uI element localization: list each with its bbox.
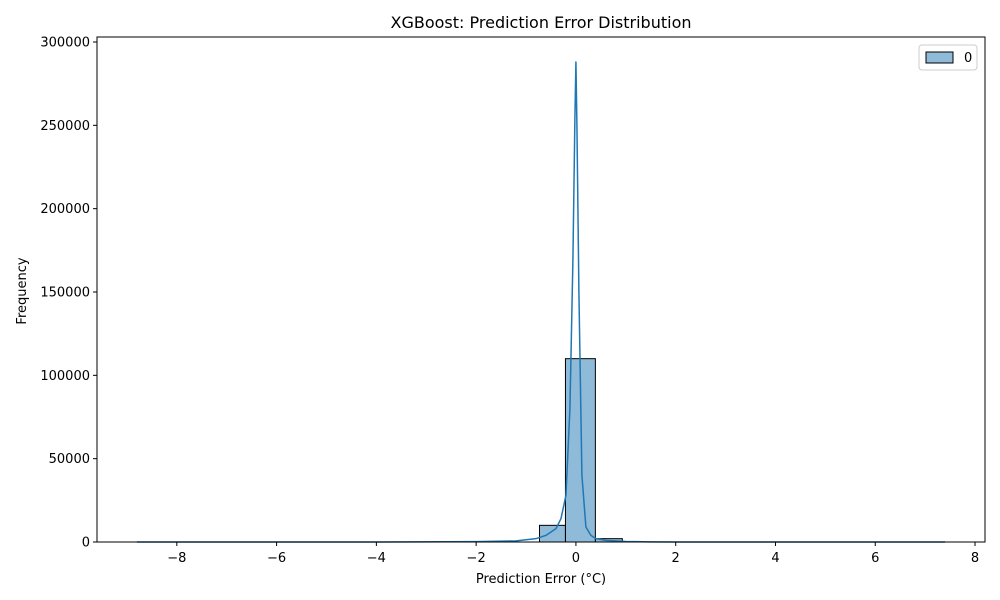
x-tick-label: 4 bbox=[771, 551, 779, 566]
histogram-bar-0 bbox=[539, 524, 566, 543]
x-tick-label: 6 bbox=[871, 551, 879, 566]
x-tick-label: −4 bbox=[367, 551, 386, 566]
chart-title: XGBoost: Prediction Error Distribution bbox=[391, 13, 692, 32]
y-axis-label: Frequency bbox=[15, 257, 30, 324]
legend: 0 bbox=[918, 44, 978, 71]
x-axis: −8 −6 −4 −2 0 2 4 6 8 bbox=[167, 542, 979, 566]
x-tick-label: −6 bbox=[267, 551, 286, 566]
y-tick-label: 150000 bbox=[40, 286, 90, 301]
y-tick-label: 250000 bbox=[40, 119, 90, 134]
y-tick-label: 50000 bbox=[49, 452, 90, 467]
x-tick-label: −2 bbox=[467, 551, 486, 566]
x-tick-label: 8 bbox=[971, 551, 979, 566]
legend-swatch bbox=[925, 51, 954, 64]
y-axis: 0 50000 100000 150000 200000 250000 300000 bbox=[40, 36, 97, 551]
axes-frame bbox=[96, 36, 986, 543]
y-tick-label: 300000 bbox=[40, 36, 90, 51]
x-tick-label: −8 bbox=[167, 551, 186, 566]
legend-label: 0 bbox=[964, 51, 972, 66]
x-axis-label: Prediction Error (°C) bbox=[476, 572, 606, 587]
plot-area bbox=[96, 36, 986, 543]
y-tick-label: 100000 bbox=[40, 369, 90, 384]
x-tick-label: 0 bbox=[572, 551, 580, 566]
kde-curve bbox=[136, 61, 946, 543]
y-tick-label: 0 bbox=[82, 536, 90, 551]
y-tick-label: 200000 bbox=[40, 202, 90, 217]
x-tick-label: 2 bbox=[672, 551, 680, 566]
